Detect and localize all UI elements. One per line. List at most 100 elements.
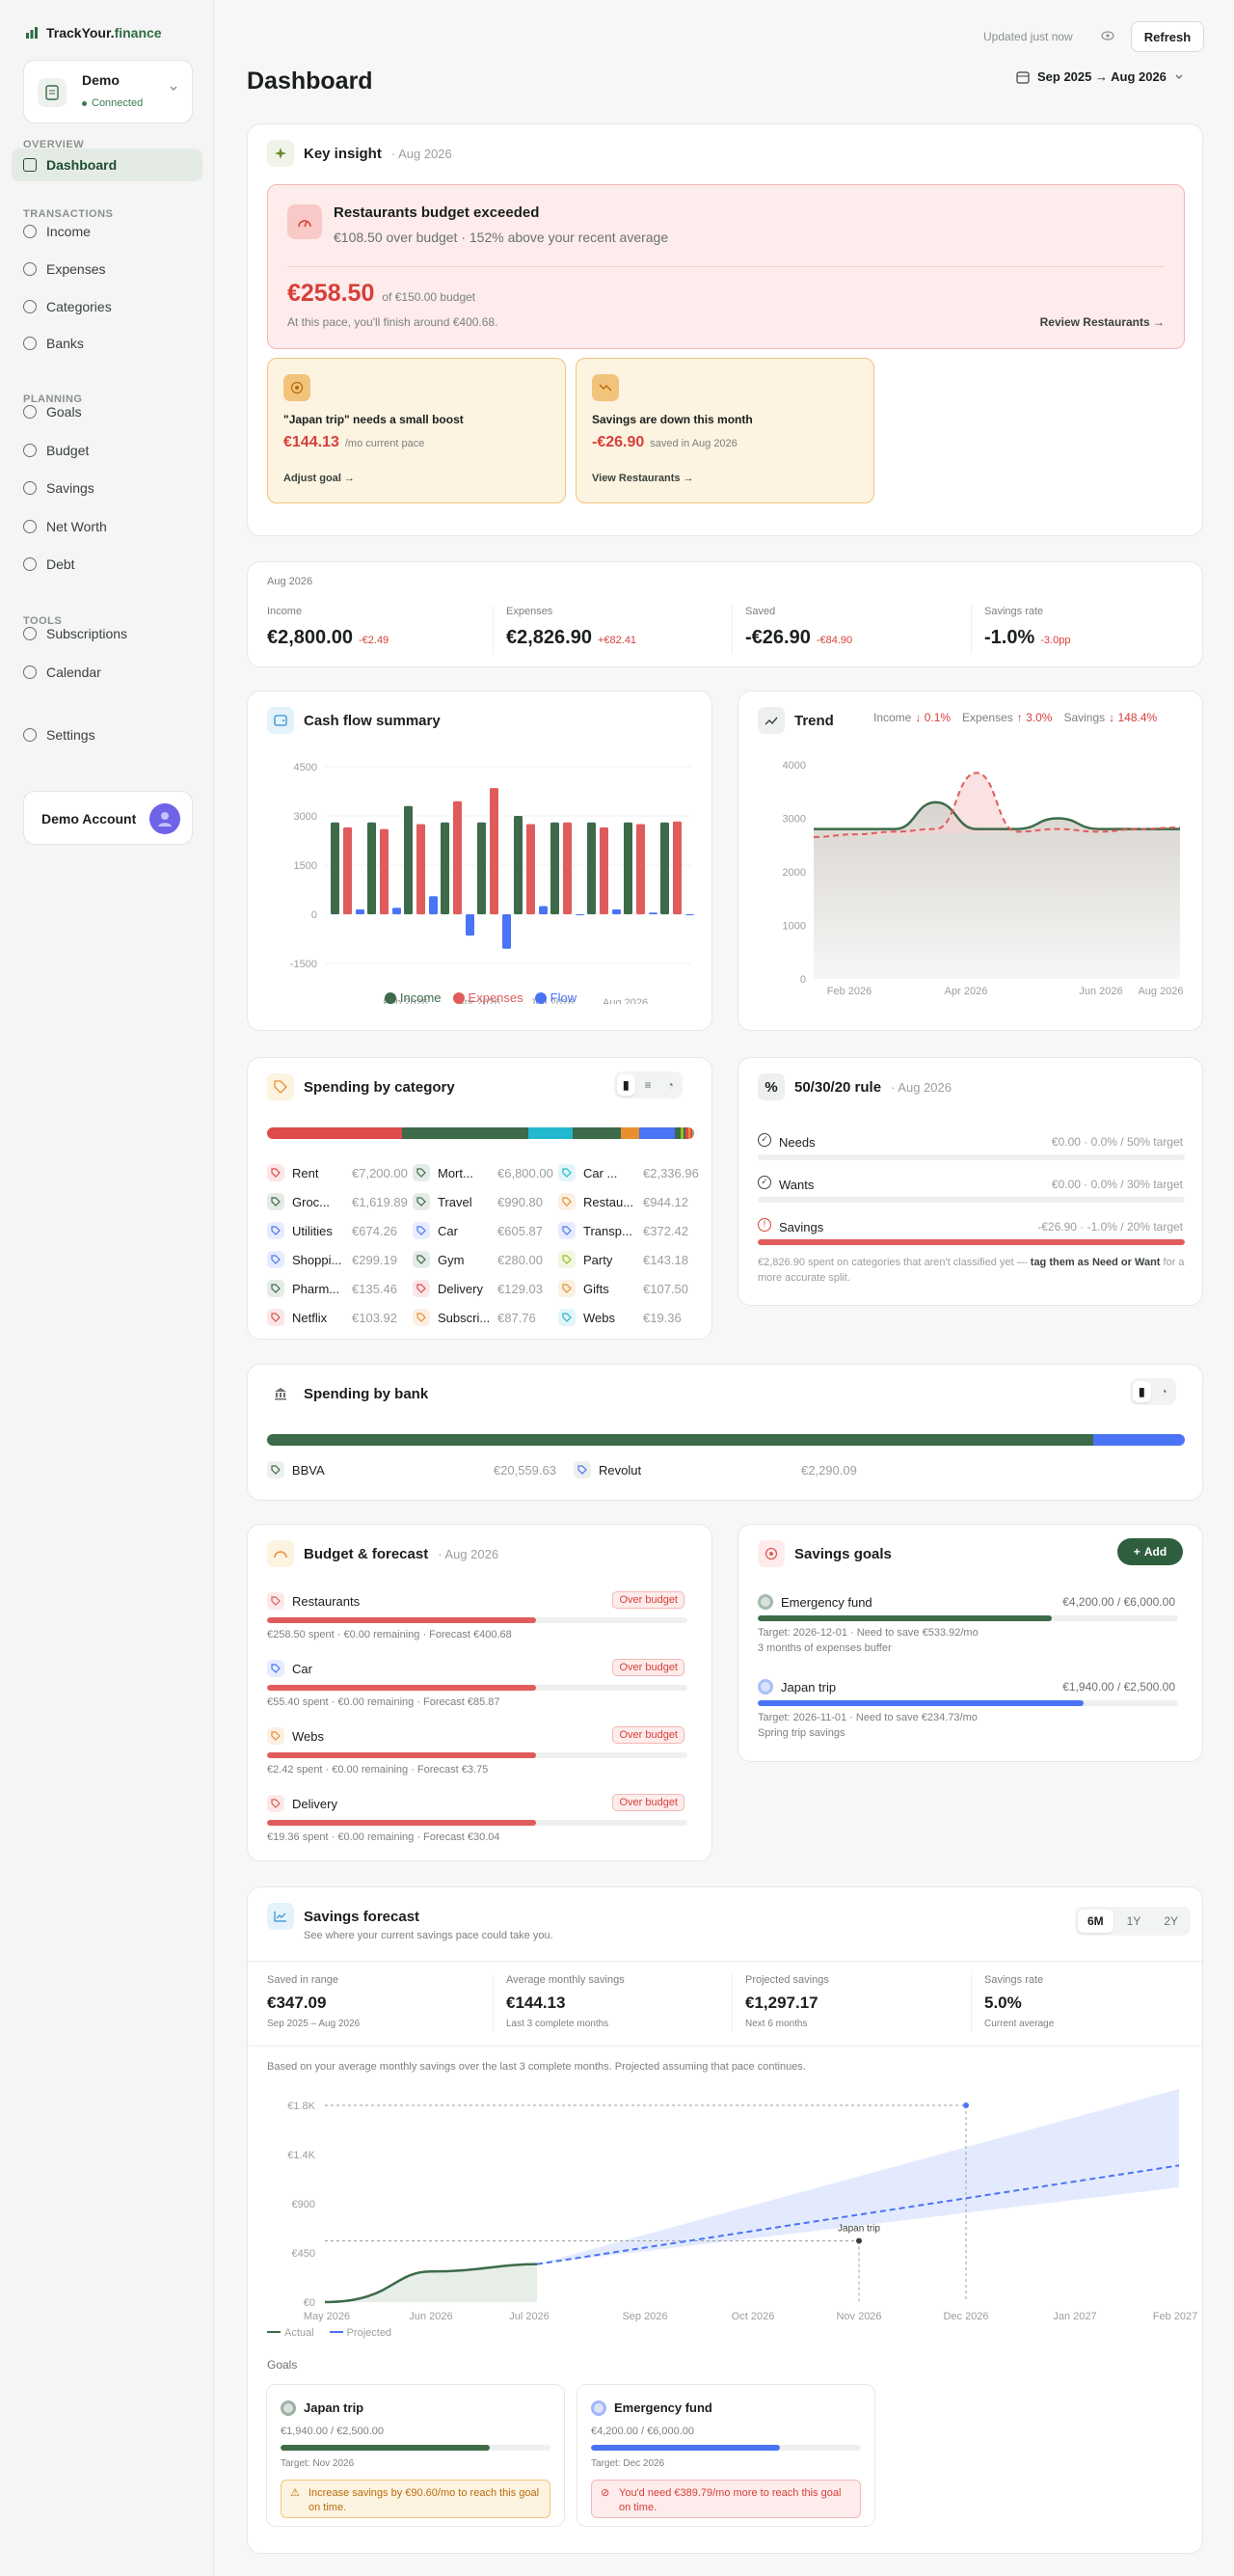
category-item[interactable]: Car €605.87 <box>413 1222 555 1239</box>
category-item[interactable]: Delivery €129.03 <box>413 1280 555 1297</box>
budget-item-car[interactable]: Car <box>267 1660 312 1677</box>
brand-name: TrackYour. <box>46 25 115 41</box>
goal-progress-bar <box>758 1615 1178 1621</box>
brand-logo[interactable]: TrackYour.finance <box>25 25 162 41</box>
category-item[interactable]: Netflix €103.92 <box>267 1309 410 1326</box>
goal-name[interactable]: Japan trip <box>781 1680 837 1695</box>
sidebar-item-settings[interactable]: Settings <box>12 719 202 751</box>
category-segment[interactable] <box>638 1127 652 1139</box>
category-item[interactable]: Gifts €107.50 <box>558 1280 701 1297</box>
divider <box>248 1961 1202 1962</box>
category-segment[interactable] <box>267 1127 402 1139</box>
view-restaurants-link[interactable]: View Restaurants → <box>592 473 694 484</box>
classify-link[interactable]: tag them as Need or Want <box>1030 1257 1161 1268</box>
category-segment[interactable] <box>572 1127 604 1139</box>
category-segment[interactable] <box>689 1127 692 1139</box>
tag-icon <box>413 1280 430 1297</box>
budget-item-delivery[interactable]: Delivery <box>267 1795 337 1812</box>
goal-name[interactable]: Emergency fund <box>781 1595 872 1610</box>
category-item[interactable]: Restau... €944.12 <box>558 1193 701 1210</box>
category-item[interactable]: Subscri... €87.76 <box>413 1309 555 1326</box>
sidebar-item-debt[interactable]: Debt <box>12 548 202 581</box>
category-item[interactable]: Utilities €674.26 <box>267 1222 410 1239</box>
category-segment[interactable] <box>687 1127 690 1139</box>
category-segment[interactable] <box>662 1127 670 1139</box>
alert-subtitle: €108.50 over budget · 152% above your re… <box>334 230 669 245</box>
repeat-icon <box>23 627 37 640</box>
category-item[interactable]: Shoppi... €299.19 <box>267 1251 410 1268</box>
category-item[interactable]: Gym €280.00 <box>413 1251 555 1268</box>
budget-item-webs[interactable]: Webs <box>267 1727 324 1745</box>
pie-chart-icon[interactable]: ◔ <box>1160 1385 1167 1398</box>
refresh-button[interactable]: Refresh <box>1131 21 1204 52</box>
rule-row-name: Needs <box>779 1135 816 1150</box>
category-segment[interactable] <box>603 1127 622 1139</box>
sidebar-item-savings[interactable]: Savings <box>12 472 202 504</box>
goals-title: Savings goals <box>794 1545 892 1562</box>
date-range-picker[interactable]: Sep 2025 → Aug 2026 <box>1016 69 1184 84</box>
chevron-down-icon <box>170 86 177 91</box>
sidebar-item-subscriptions[interactable]: Subscriptions <box>12 617 202 650</box>
account-switcher[interactable]: Demo Connected <box>23 60 193 123</box>
category-segment[interactable] <box>621 1127 639 1139</box>
category-item[interactable]: Webs €19.36 <box>558 1309 701 1326</box>
forecast-goal-japan-trip[interactable]: Japan trip €1,940.00 / €2,500.00 Target: N… <box>266 2384 565 2527</box>
sparkle-icon <box>267 140 294 167</box>
stat-savings-rate: Savings rate -1.0% -3.0pp <box>984 606 1202 649</box>
budget-item-restaurants[interactable]: Restaurants <box>267 1592 360 1610</box>
gauge-icon <box>287 204 322 239</box>
category-item[interactable]: Transp... €372.42 <box>558 1222 701 1239</box>
sidebar-item-income[interactable]: Income <box>12 215 202 248</box>
range-1y[interactable]: 1Y <box>1126 1914 1141 1928</box>
category-segment[interactable] <box>651 1127 663 1139</box>
goal-progress-fill <box>591 2445 780 2451</box>
sidebar-item-net-worth[interactable]: Net Worth <box>12 510 202 543</box>
avatar <box>149 803 180 834</box>
sidebar-item-calendar[interactable]: Calendar <box>12 656 202 689</box>
forecast-stat-label: Saved in range <box>267 1974 338 1986</box>
category-item[interactable]: Car ... €2,336.96 <box>558 1164 701 1181</box>
demo-account[interactable]: Demo Account <box>23 791 193 845</box>
category-segment[interactable] <box>685 1127 688 1139</box>
category-segment[interactable] <box>401 1127 529 1139</box>
add-goal-button[interactable]: + Add <box>1117 1538 1183 1565</box>
sidebar-item-banks[interactable]: Banks <box>12 327 202 360</box>
category-item[interactable]: Rent €7,200.00 <box>267 1164 410 1181</box>
category-segment[interactable] <box>680 1127 684 1139</box>
forecast-goal-emergency-fund[interactable]: Emergency fund €4,200.00 / €6,000.00 Targe… <box>577 2384 875 2527</box>
sidebar-item-dashboard[interactable]: Dashboard <box>12 149 202 181</box>
eye-icon[interactable] <box>1100 29 1115 42</box>
category-item[interactable]: Mort... €6,800.00 <box>413 1164 555 1181</box>
sidebar-item-expenses[interactable]: Expenses <box>12 253 202 285</box>
pie-chart-icon[interactable]: ◔ <box>666 1078 674 1092</box>
category-segment[interactable] <box>683 1127 686 1139</box>
category-segment[interactable] <box>669 1127 676 1139</box>
bank-segment[interactable] <box>267 1434 1093 1446</box>
list-icon[interactable]: ≡ <box>644 1078 652 1092</box>
bank-item[interactable]: Revolut €2,290.09 <box>574 1461 863 1478</box>
category-item[interactable]: Groc... €1,619.89 <box>267 1193 410 1210</box>
goal-progress-bar <box>281 2445 550 2451</box>
japan-trip-insight: "Japan trip" needs a small boost €144.13… <box>267 358 566 503</box>
category-item[interactable]: Travel €990.80 <box>413 1193 555 1210</box>
category-item[interactable]: Pharm... €135.46 <box>267 1280 410 1297</box>
sidebar-item-budget[interactable]: Budget <box>12 434 202 467</box>
category-item[interactable]: Party €143.18 <box>558 1251 701 1268</box>
tag-icon <box>558 1280 576 1297</box>
category-segment[interactable] <box>691 1127 694 1139</box>
bank-segment[interactable] <box>1092 1434 1185 1446</box>
cash-flow-chart: 4500 3000 1500 0 -1500 Feb 2026 Apr 2026 Jun 20… <box>290 762 694 1004</box>
bar-chart-icon[interactable]: ▮ <box>617 1074 635 1096</box>
bank-item[interactable]: BBVA €20,559.63 <box>267 1461 556 1478</box>
range-2y[interactable]: 2Y <box>1164 1914 1179 1928</box>
stat-value: €2,800.00 <box>267 627 353 648</box>
trend-expenses-delta: ↑ 3.0% <box>1016 711 1053 724</box>
bar-chart-icon[interactable]: ▮ <box>1133 1381 1151 1402</box>
adjust-goal-link[interactable]: Adjust goal → <box>283 473 355 484</box>
range-6m[interactable]: 6M <box>1078 1910 1113 1933</box>
review-restaurants-link[interactable]: Review Restaurants → <box>1039 315 1165 329</box>
sidebar-item-goals[interactable]: Goals <box>12 395 202 428</box>
category-segment[interactable] <box>528 1127 573 1139</box>
sidebar-item-categories[interactable]: Categories <box>12 290 202 323</box>
category-segment[interactable] <box>675 1127 681 1139</box>
